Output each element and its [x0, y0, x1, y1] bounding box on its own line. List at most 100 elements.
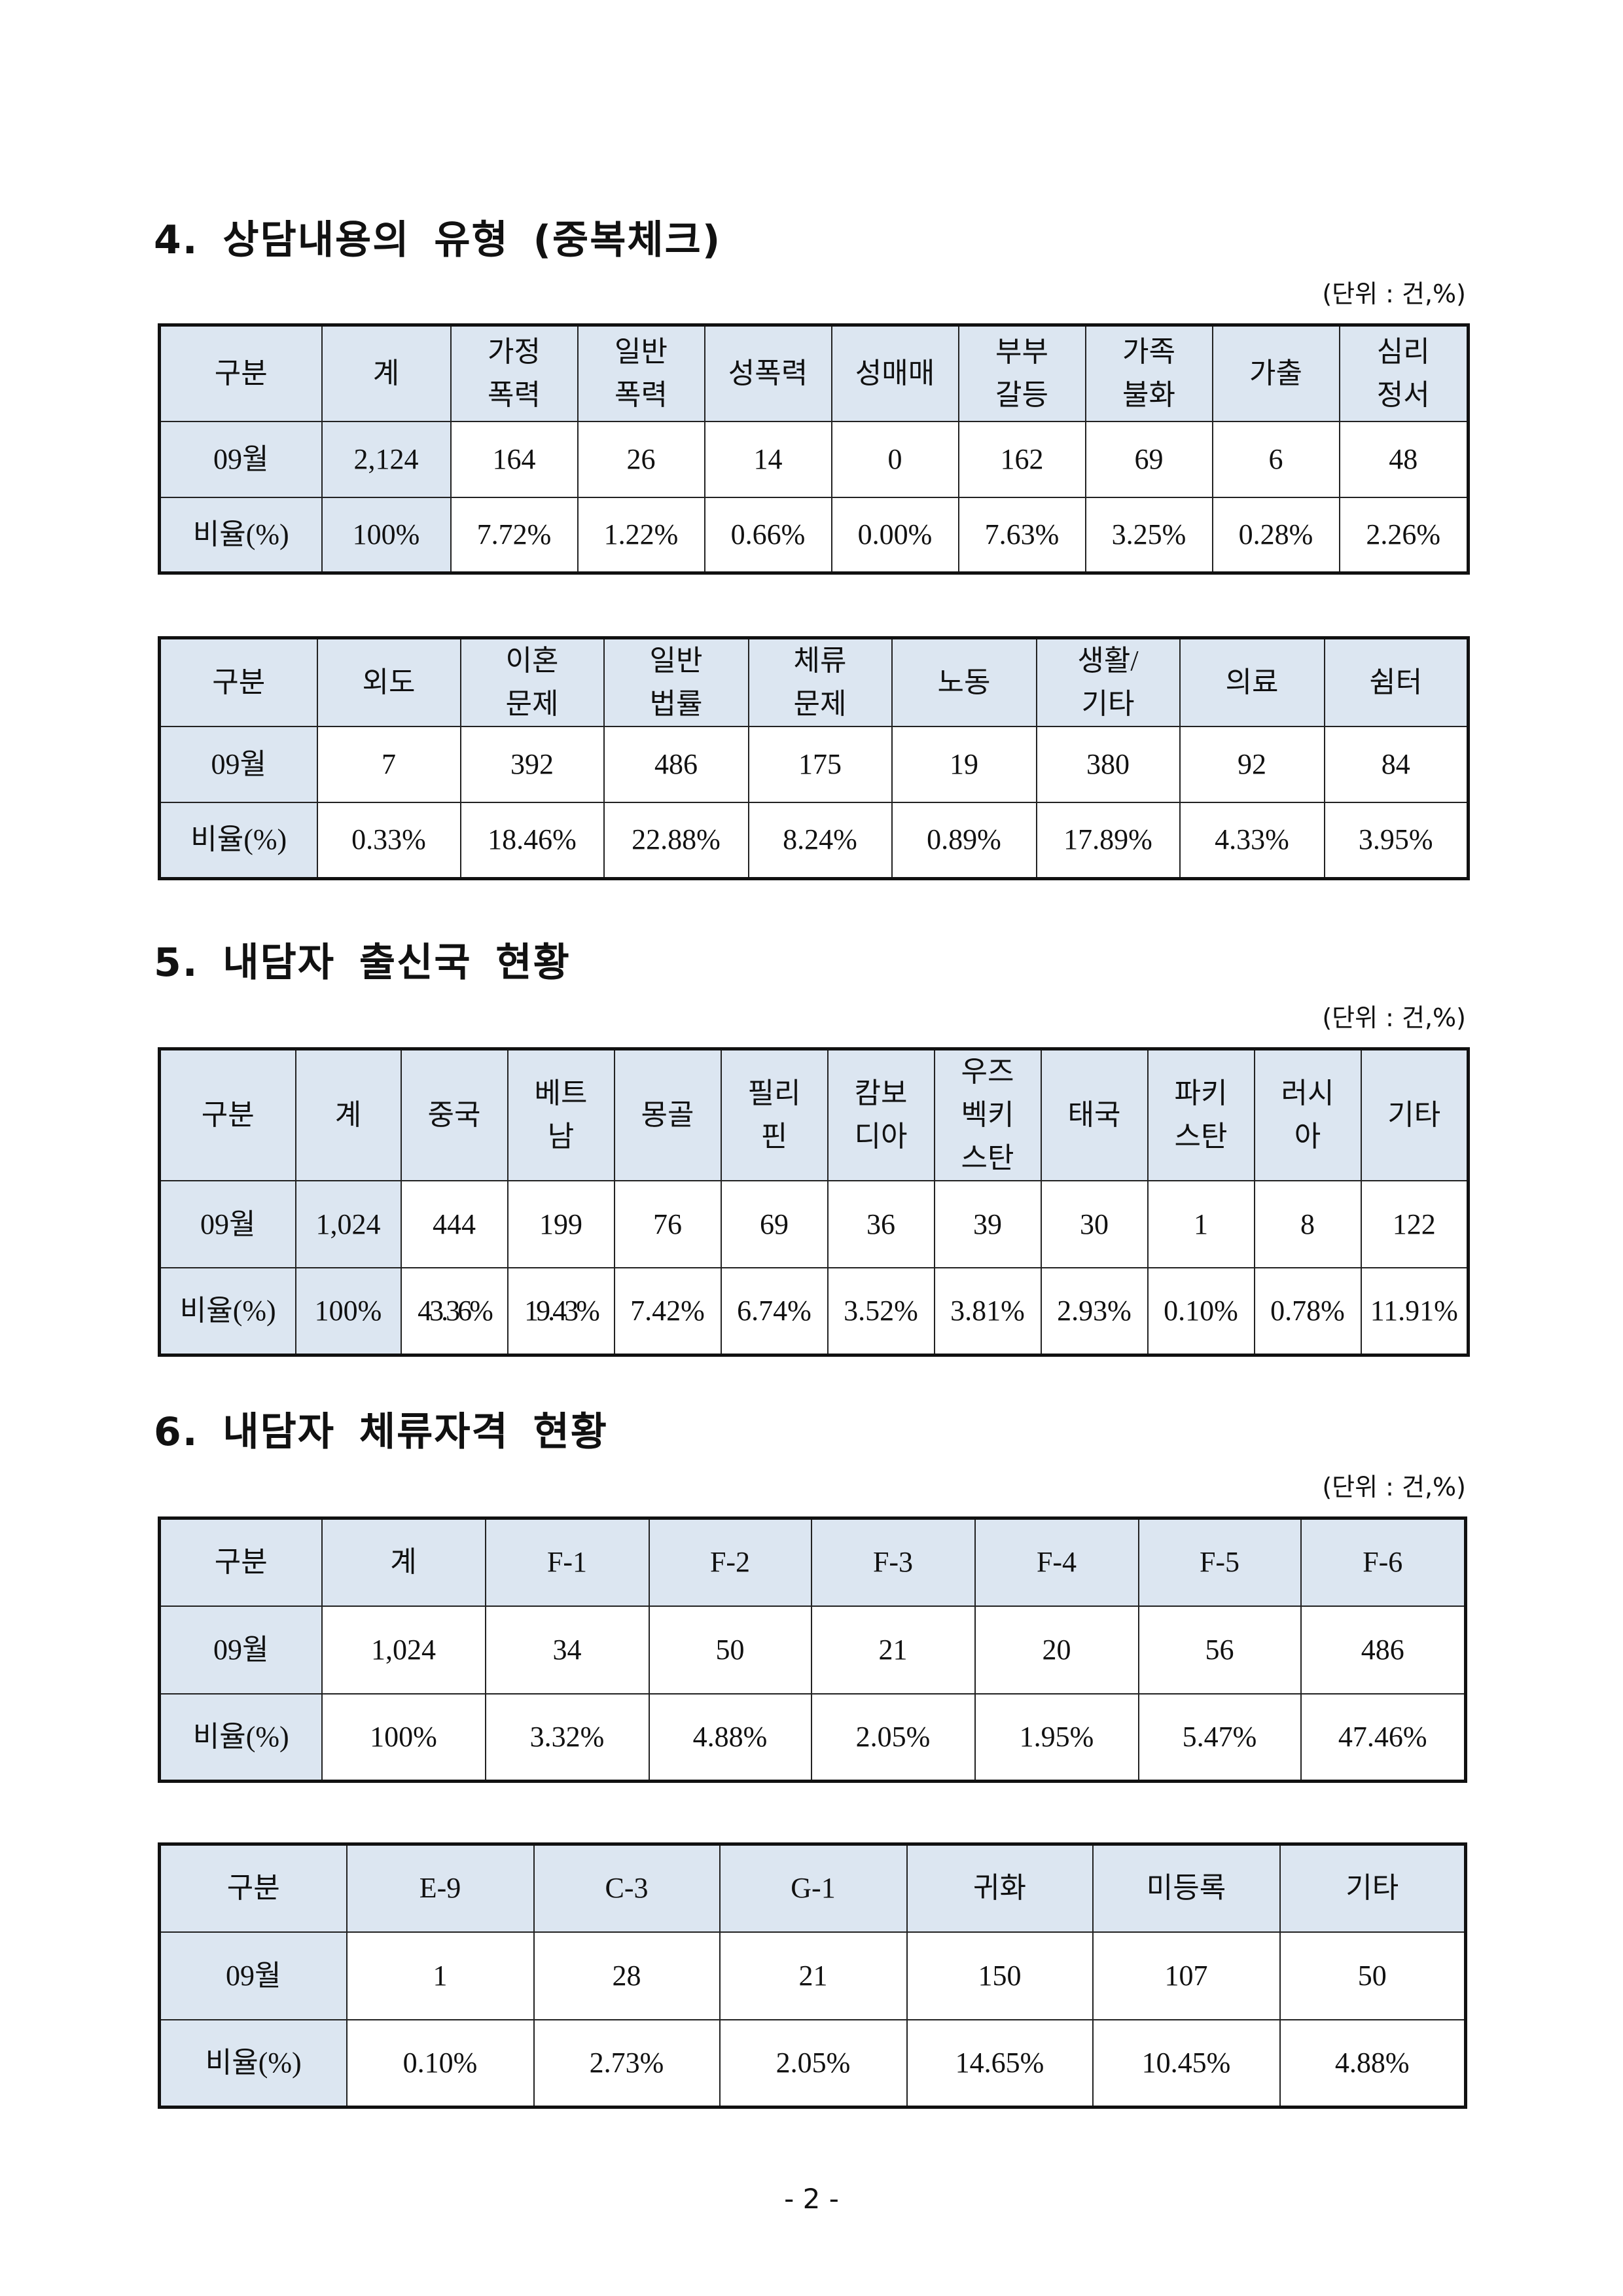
column-header: 구분: [158, 1843, 348, 1933]
column-header: 성매매: [830, 324, 959, 422]
table-cell: 7.63%: [957, 496, 1086, 574]
table-cell: 1: [346, 1931, 535, 2020]
table-cell: 7.42%: [613, 1267, 722, 1355]
column-header: 계: [294, 1048, 402, 1181]
table-cell: 2.05%: [719, 2018, 908, 2108]
table-cell: 18.46%: [459, 802, 605, 879]
table-cell: 1,024: [294, 1180, 402, 1268]
table-cell: 69: [720, 1180, 829, 1268]
column-header: 노동: [891, 637, 1037, 727]
table-cell: 43.36%: [400, 1267, 508, 1355]
table-cell: 0.78%: [1253, 1267, 1362, 1355]
column-header: 구분: [158, 1517, 323, 1607]
column-header: F-3: [810, 1517, 976, 1607]
row-label: 09월: [158, 1605, 323, 1695]
table-cell: 444: [400, 1180, 508, 1268]
column-header: 귀화: [906, 1843, 1094, 1933]
column-header: 기타: [1279, 1843, 1467, 1933]
table-cell: 150: [906, 1931, 1094, 2020]
table-cell: 0.33%: [316, 802, 461, 879]
column-header: 계: [321, 1517, 486, 1607]
column-header: 구분: [158, 1048, 296, 1181]
table-cell: 5.47%: [1137, 1693, 1302, 1782]
column-header: 파키 스탄: [1147, 1048, 1255, 1181]
table-cell: 3.52%: [827, 1267, 935, 1355]
column-header: 태국: [1040, 1048, 1149, 1181]
column-header: 중국: [400, 1048, 508, 1181]
column-header: 부부 갈등: [957, 324, 1086, 422]
table-cell: 47.46%: [1300, 1693, 1467, 1782]
table-cell: 1.95%: [974, 1693, 1139, 1782]
column-header: 일반 폭력: [577, 324, 705, 422]
table-cell: 76: [613, 1180, 722, 1268]
column-header: F-2: [648, 1517, 812, 1607]
table-row: 비율(%) 100% 7.72% 1.22% 0.66% 0.00% 7.63% 3.25% 0…: [158, 496, 1469, 574]
column-header: 가족 불화: [1084, 324, 1213, 422]
table-cell: 4.88%: [648, 1693, 812, 1782]
table-cell: 0: [830, 420, 959, 498]
table-cell: 14: [704, 420, 832, 498]
table-cell: 3.32%: [484, 1693, 650, 1782]
table-cell: 19: [891, 726, 1037, 803]
table-cell: 0.28%: [1211, 496, 1340, 574]
table-cell: 107: [1092, 1931, 1281, 2020]
column-header: 심리 정서: [1338, 324, 1469, 422]
column-header: G-1: [719, 1843, 908, 1933]
table-cell: 162: [957, 420, 1086, 498]
table-cell: 3.81%: [933, 1267, 1042, 1355]
table-row: 09월 2,124 164 26 14 0 162 69 6 48: [158, 420, 1469, 498]
table-cell: 486: [603, 726, 749, 803]
table-cell: 199: [507, 1180, 615, 1268]
consultation-type-table-1: 구분 계 가정 폭력 일반 폭력 성폭력 성매매 부부 갈등 가족 불화 가출 심리 정서 09월 2…: [158, 323, 1470, 575]
section-5-title: 5. 내담자 출신국 현황: [154, 940, 571, 986]
table-cell: 100%: [321, 1693, 486, 1782]
table-cell: 1,024: [321, 1605, 486, 1695]
row-label: 09월: [158, 1180, 296, 1268]
column-header: 구분: [158, 324, 323, 422]
table-cell: 0.00%: [830, 496, 959, 574]
table-cell: 22.88%: [603, 802, 749, 879]
column-header: 베트 남: [507, 1048, 615, 1181]
table-cell: 2.05%: [810, 1693, 976, 1782]
table-cell: 175: [747, 726, 893, 803]
table-cell: 2.93%: [1040, 1267, 1149, 1355]
table-cell: 8.24%: [747, 802, 893, 879]
row-label: 비율(%): [158, 2018, 348, 2108]
column-header: C-3: [533, 1843, 721, 1933]
table-cell: 8: [1253, 1180, 1362, 1268]
column-header: 일반 법률: [603, 637, 749, 727]
column-header: F-1: [484, 1517, 650, 1607]
table-cell: 34: [484, 1605, 650, 1695]
column-header: F-6: [1300, 1517, 1467, 1607]
row-label: 비율(%): [158, 1267, 296, 1355]
row-label: 비율(%): [158, 802, 318, 879]
visa-status-table-2: 구분 E-9 C-3 G-1 귀화 미등록 기타 09월 1 28 21 150 107 50 비율(%) 0…: [158, 1842, 1467, 2109]
header-row: 구분 E-9 C-3 G-1 귀화 미등록 기타: [158, 1843, 1467, 1933]
table-cell: 48: [1338, 420, 1469, 498]
table-cell: 0.66%: [704, 496, 832, 574]
table-cell: 26: [577, 420, 705, 498]
table-cell: 84: [1323, 726, 1469, 803]
table-row: 09월 1,024 444 199 76 69 36 39 30 1 8 122: [158, 1180, 1469, 1268]
table-cell: 56: [1137, 1605, 1302, 1695]
table-cell: 19.43%: [507, 1267, 615, 1355]
table-row: 비율(%) 100% 43.36% 19.43% 7.42% 6.74% 3.52% 3.81…: [158, 1267, 1469, 1355]
consultation-type-table-2: 구분 외도 이혼 문제 일반 법률 체류 문제 노동 생활/ 기타 의료 쉼터 09월 7 392 48…: [158, 636, 1470, 880]
column-header: 가출: [1211, 324, 1340, 422]
unit-label: (단위 : 건,%): [1322, 1003, 1466, 1032]
column-header: 계: [321, 324, 452, 422]
table-cell: 0.10%: [346, 2018, 535, 2108]
table-cell: 4.33%: [1179, 802, 1325, 879]
column-header: 이혼 문제: [459, 637, 605, 727]
table-cell: 92: [1179, 726, 1325, 803]
column-header: 의료: [1179, 637, 1325, 727]
column-header: 체류 문제: [747, 637, 893, 727]
table-cell: 50: [648, 1605, 812, 1695]
table-cell: 20: [974, 1605, 1139, 1695]
header-row: 구분 외도 이혼 문제 일반 법률 체류 문제 노동 생활/ 기타 의료 쉼터: [158, 637, 1469, 727]
table-cell: 122: [1360, 1180, 1469, 1268]
column-header: 외도: [316, 637, 461, 727]
column-header: 기타: [1360, 1048, 1469, 1181]
table-cell: 7: [316, 726, 461, 803]
